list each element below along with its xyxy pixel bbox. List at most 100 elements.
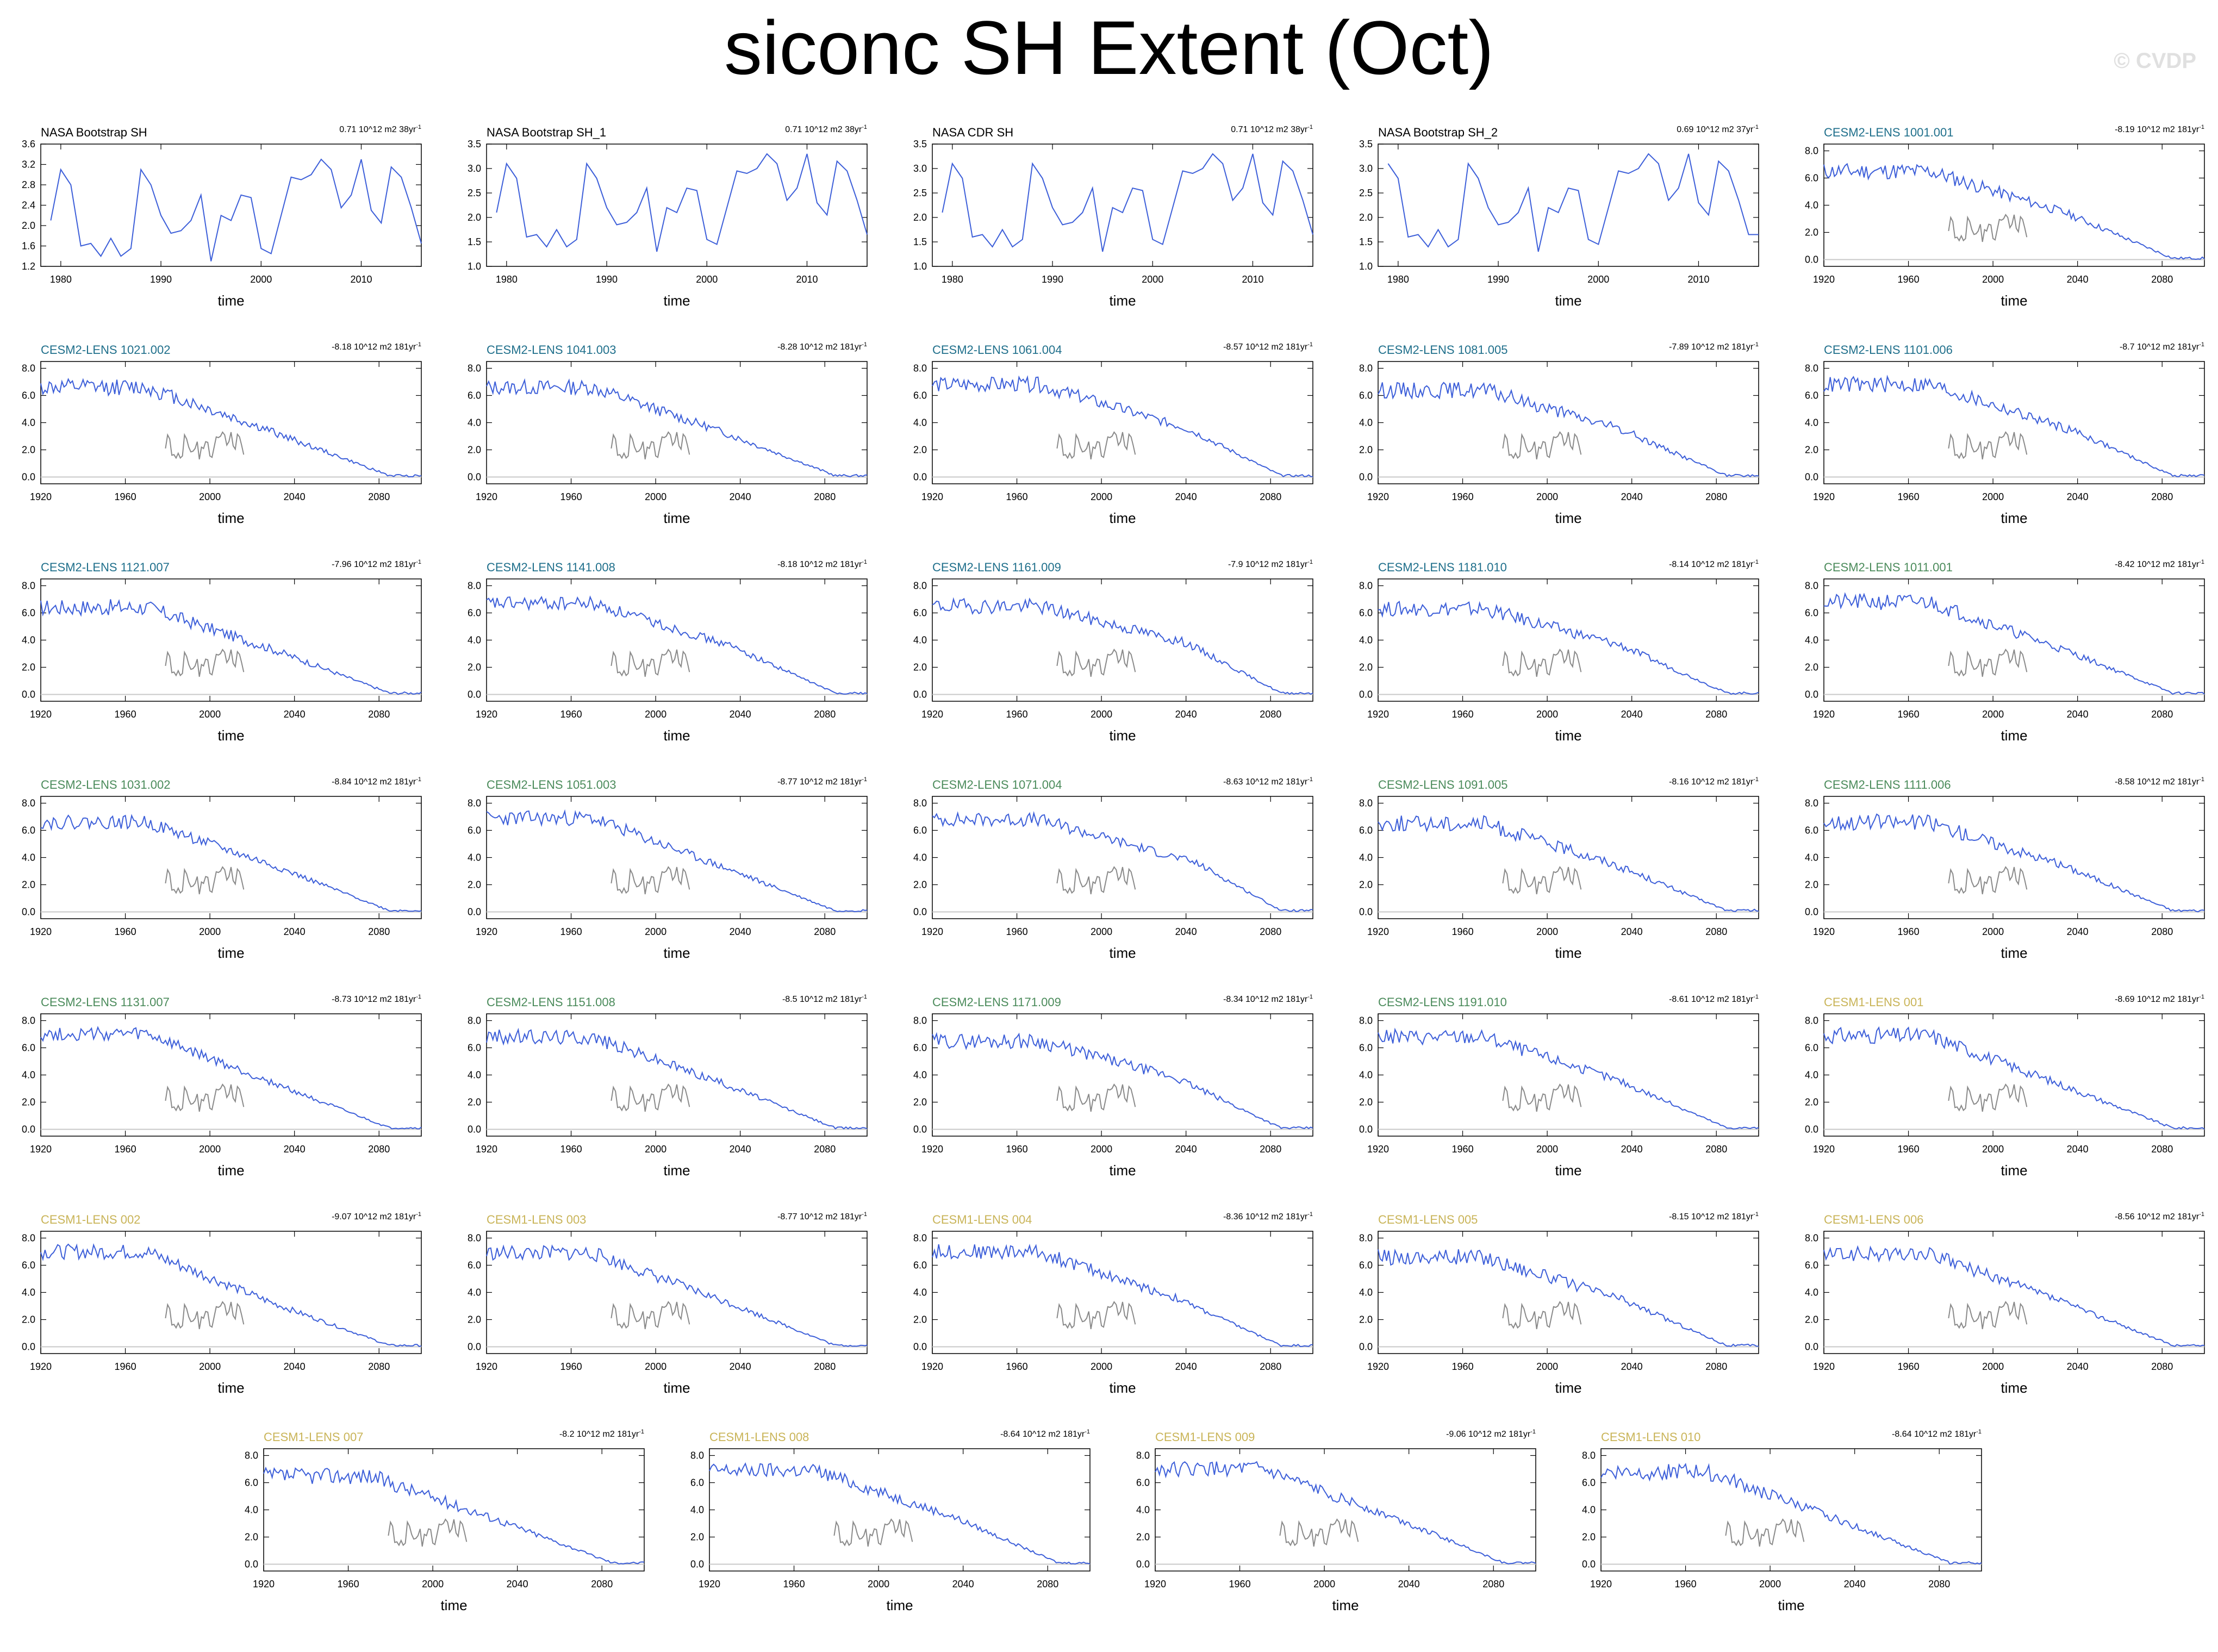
x-tick-label: 2040 [2067, 491, 2089, 502]
trend-label: 0.71 10^12 m2 38yr-1 [785, 124, 867, 134]
observed-series-line [1502, 866, 1582, 895]
x-tick-label: 1920 [921, 1361, 943, 1372]
x-axis-label: time [663, 292, 690, 309]
trend-label: -8.16 10^12 m2 181yr-1 [1669, 776, 1759, 787]
x-tick-label: 2080 [1705, 1361, 1727, 1372]
data-series-line [1387, 153, 1759, 252]
y-tick-label: 6.0 [1805, 173, 1818, 184]
data-series-line [1378, 382, 1759, 478]
x-tick-label: 2080 [1705, 491, 1727, 502]
x-tick-label: 1960 [115, 491, 136, 502]
data-series-line [40, 1026, 422, 1130]
x-tick-label: 2000 [1982, 491, 2004, 502]
trend-unit-superscript: -1 [1307, 124, 1313, 130]
x-tick-label: 1960 [560, 926, 582, 937]
data-series-line [1600, 1463, 1982, 1565]
trend-unit-superscript: -1 [2199, 994, 2204, 1000]
chart-panel: NASA Bootstrap SH_1 0.71 10^12 m2 38yr-1 1… [468, 124, 868, 309]
x-tick-label: 1920 [476, 1361, 497, 1372]
watermark: © CVDP [2114, 49, 2196, 73]
x-tick-label: 1960 [115, 1361, 136, 1372]
panel-title: CESM1-LENS 007 [264, 1430, 363, 1444]
x-tick-label: 1920 [1813, 491, 1835, 502]
x-tick-label: 1960 [115, 709, 136, 720]
trend-label: -8.58 10^12 m2 181yr-1 [2115, 776, 2204, 787]
y-tick-label: 0.0 [468, 1342, 481, 1352]
observed-series-line [1948, 214, 2028, 242]
x-tick-label: 2080 [1482, 1579, 1504, 1589]
data-series-line [1823, 1245, 2205, 1347]
x-tick-label: 1920 [1813, 1361, 1835, 1372]
x-tick-label: 2080 [1260, 926, 1281, 937]
data-series-line [709, 1462, 1091, 1565]
data-series-line [1155, 1461, 1536, 1564]
x-tick-label: 2040 [2067, 709, 2089, 720]
y-tick-label: 2.8 [22, 179, 35, 190]
trend-label: -8.34 10^12 m2 181yr-1 [1223, 994, 1313, 1004]
data-series-line [1378, 600, 1759, 695]
y-tick-label: 8.0 [1805, 1015, 1818, 1026]
x-tick-label: 1960 [1898, 491, 1920, 502]
x-tick-label: 2040 [730, 1361, 751, 1372]
chart-panel: CESM1-LENS 010 -8.64 10^12 m2 181yr-1 0.0 2… [1582, 1429, 1982, 1613]
x-tick-label: 1920 [699, 1579, 720, 1589]
y-tick-label: 6.0 [913, 1260, 927, 1271]
observed-series-line [165, 866, 245, 895]
x-tick-label: 2000 [1091, 926, 1112, 937]
panel-title: CESM2-LENS 1121.007 [41, 560, 170, 574]
y-tick-label: 8.0 [913, 1233, 927, 1244]
x-tick-label: 1920 [476, 1144, 497, 1155]
chart-panel: CESM2-LENS 1061.004 -8.57 10^12 m2 181yr-… [913, 341, 1313, 526]
x-axis-label: time [1778, 1597, 1804, 1613]
y-tick-label: 2.0 [690, 1532, 704, 1543]
trend-unit-superscript: -1 [2199, 1211, 2204, 1218]
y-tick-label: 3.5 [913, 139, 927, 149]
x-tick-label: 2000 [696, 274, 718, 285]
x-tick-label: 2040 [1844, 1579, 1866, 1589]
y-tick-label: 4.0 [468, 1287, 481, 1298]
chart-panel: CESM1-LENS 006 -8.56 10^12 m2 181yr-1 0.0 2… [1805, 1211, 2205, 1396]
x-tick-label: 2000 [1536, 1361, 1558, 1372]
plot-frame [932, 578, 1313, 702]
trend-label: -8.56 10^12 m2 181yr-1 [2115, 1211, 2204, 1221]
y-tick-label: 2.0 [22, 662, 35, 673]
chart-panel: CESM2-LENS 1141.008 -8.18 10^12 m2 181yr-… [468, 559, 868, 744]
x-tick-label: 2080 [1037, 1579, 1058, 1589]
data-series-line [932, 375, 1313, 478]
plot-frame [709, 1448, 1091, 1572]
x-tick-label: 2000 [1587, 274, 1609, 285]
y-tick-label: 2.0 [913, 1314, 927, 1325]
y-tick-label: 6.0 [1582, 1478, 1596, 1488]
x-tick-label: 2040 [952, 1579, 974, 1589]
panel-title: CESM2-LENS 1051.003 [487, 778, 616, 791]
y-tick-label: 0.0 [468, 1124, 481, 1135]
chart-panel: CESM2-LENS 1001.001 -8.19 10^12 m2 181yr-… [1805, 124, 2205, 309]
plot-frame [932, 1013, 1313, 1137]
x-tick-label: 2040 [1175, 1361, 1197, 1372]
trend-unit-superscript: -1 [1753, 1211, 1759, 1218]
y-tick-label: 6.0 [913, 825, 927, 836]
observed-series-line [1056, 1301, 1136, 1330]
y-tick-label: 4.0 [1805, 1070, 1818, 1081]
y-tick-label: 8.0 [1582, 1450, 1596, 1461]
trend-unit-superscript: -1 [862, 559, 867, 565]
x-tick-label: 1920 [1367, 491, 1389, 502]
y-tick-label: 0.0 [913, 1342, 927, 1352]
data-series-line [486, 809, 868, 913]
x-tick-label: 2000 [1536, 709, 1558, 720]
panel-title: CESM2-LENS 1181.010 [1378, 560, 1507, 574]
trend-unit-superscript: -1 [2199, 559, 2204, 565]
x-tick-label: 2000 [1982, 1361, 2004, 1372]
chart-panel: CESM1-LENS 002 -9.07 10^12 m2 181yr-1 0.0 2… [22, 1211, 422, 1396]
chart-panel: CESM1-LENS 001 -8.69 10^12 m2 181yr-1 0.0 2… [1805, 994, 2205, 1179]
y-tick-label: 8.0 [468, 363, 481, 374]
panel-title: NASA Bootstrap SH [41, 126, 147, 139]
y-tick-label: 2.0 [1359, 212, 1373, 223]
x-tick-label: 1960 [1452, 1144, 1474, 1155]
plot-frame [486, 361, 868, 484]
x-tick-label: 1980 [496, 274, 518, 285]
y-tick-label: 4.0 [1359, 852, 1373, 863]
y-tick-label: 6.0 [22, 1260, 35, 1271]
data-series-line [1823, 813, 2205, 913]
panel-title: CESM2-LENS 1081.005 [1378, 343, 1507, 357]
